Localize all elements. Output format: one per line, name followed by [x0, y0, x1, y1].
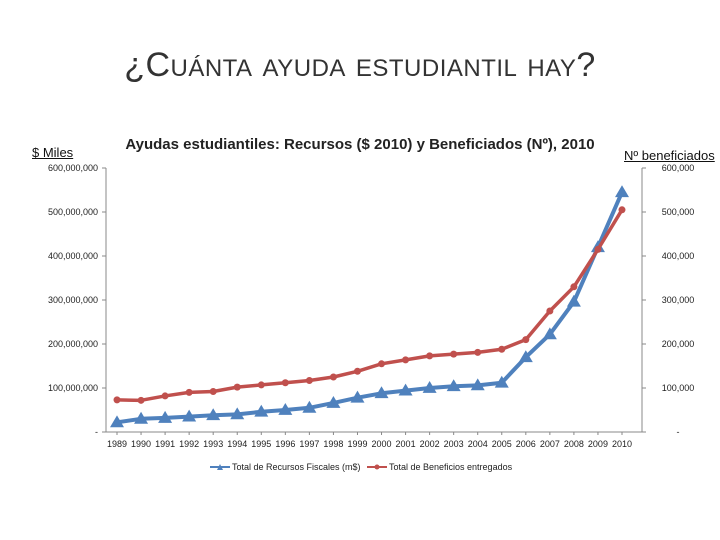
data-point-recursos	[615, 185, 629, 198]
y-left-tick-label: 500,000,000	[48, 207, 98, 217]
y-right-tick-label: 300,000	[662, 295, 695, 305]
right-axis-unit: Nº beneficiados	[624, 148, 715, 163]
x-tick-label: 1995	[251, 439, 271, 449]
y-right-tick-label: 400,000	[662, 251, 695, 261]
data-point-beneficios	[474, 348, 482, 356]
data-point-beneficios	[281, 379, 289, 387]
x-tick-label: 2001	[396, 439, 416, 449]
x-tick-label: 1996	[275, 439, 295, 449]
data-point-beneficios	[498, 345, 506, 353]
legend-label-1: Total de Recursos Fiscales (m$)	[232, 462, 361, 472]
y-left-tick-label: -	[95, 427, 98, 437]
data-point-beneficios	[594, 245, 602, 253]
data-point-recursos	[326, 395, 341, 408]
data-point-beneficios	[353, 367, 361, 375]
data-point-beneficios	[185, 388, 193, 396]
data-point-beneficios	[113, 396, 121, 404]
x-tick-label: 1991	[155, 439, 175, 449]
data-point-beneficios	[426, 352, 434, 360]
data-point-recursos	[254, 404, 269, 417]
data-point-recursos	[134, 411, 149, 424]
x-tick-label: 2004	[468, 439, 488, 449]
y-left-tick-label: 400,000,000	[48, 251, 98, 261]
y-right-tick-label: 600,000	[662, 163, 695, 173]
data-point-recursos	[278, 403, 293, 415]
data-point-beneficios	[546, 307, 554, 315]
x-tick-label: 2008	[564, 439, 584, 449]
data-point-beneficios	[378, 360, 386, 368]
data-point-beneficios	[522, 336, 530, 344]
x-tick-label: 2003	[444, 439, 464, 449]
y-right-tick-label: 500,000	[662, 207, 695, 217]
data-point-beneficios	[137, 396, 145, 404]
y-right-tick-label: 100,000	[662, 383, 695, 393]
data-point-beneficios	[233, 383, 241, 391]
series-line-1	[116, 191, 624, 425]
x-tick-label: 2002	[420, 439, 440, 449]
legend-marker-1	[217, 464, 223, 470]
data-point-recursos	[230, 407, 245, 420]
y-left-tick-label: 200,000,000	[48, 339, 98, 349]
data-point-beneficios	[257, 381, 265, 389]
data-point-recursos	[494, 375, 509, 388]
legend-marker-2	[374, 464, 380, 470]
series-line-2	[116, 208, 624, 403]
x-tick-label: 1990	[131, 439, 151, 449]
data-point-recursos	[398, 383, 413, 396]
left-axis-unit: $ Miles	[32, 145, 74, 160]
x-tick-label: 2000	[372, 439, 392, 449]
x-tick-label: 2007	[540, 439, 560, 449]
data-point-beneficios	[618, 206, 626, 214]
x-tick-label: 2010	[612, 439, 632, 449]
data-point-recursos	[446, 379, 461, 392]
data-point-recursos	[158, 410, 173, 423]
data-point-beneficios	[329, 373, 337, 381]
x-tick-label: 1989	[107, 439, 127, 449]
y-left-tick-label: 600,000,000	[48, 163, 98, 173]
data-point-recursos	[350, 390, 365, 403]
data-point-recursos	[518, 350, 533, 363]
x-tick-label: 1993	[203, 439, 223, 449]
x-tick-label: 1992	[179, 439, 199, 449]
y-left-tick-label: 100,000,000	[48, 383, 98, 393]
data-point-recursos	[566, 294, 581, 307]
data-point-recursos	[374, 386, 389, 399]
data-point-recursos	[182, 409, 197, 422]
data-point-beneficios	[450, 350, 458, 358]
x-tick-label: 2006	[516, 439, 536, 449]
x-tick-label: 1998	[323, 439, 343, 449]
x-tick-label: 1994	[227, 439, 247, 449]
data-point-recursos	[302, 400, 317, 413]
x-tick-label: 2009	[588, 439, 608, 449]
data-point-recursos	[206, 408, 221, 421]
data-point-beneficios	[402, 356, 410, 364]
y-right-tick-label: 200,000	[662, 339, 695, 349]
y-right-tick-label: -	[677, 427, 680, 437]
data-point-recursos	[542, 327, 557, 340]
x-tick-label: 1997	[299, 439, 319, 449]
slide-title: ¿Cuánta ayuda estudiantil hay?	[124, 46, 596, 84]
x-tick-label: 1999	[347, 439, 367, 449]
data-point-beneficios	[209, 388, 217, 396]
data-point-recursos	[470, 378, 485, 391]
x-tick-label: 2005	[492, 439, 512, 449]
data-point-beneficios	[161, 392, 169, 400]
data-point-recursos	[422, 381, 437, 393]
chart-title: Ayudas estudiantiles: Recursos ($ 2010) …	[125, 136, 595, 153]
data-point-beneficios	[570, 283, 578, 291]
y-left-tick-label: 300,000,000	[48, 295, 98, 305]
data-point-beneficios	[305, 377, 313, 385]
legend-label-2: Total de Beneficios entregados	[389, 462, 513, 472]
data-point-recursos	[110, 415, 124, 428]
